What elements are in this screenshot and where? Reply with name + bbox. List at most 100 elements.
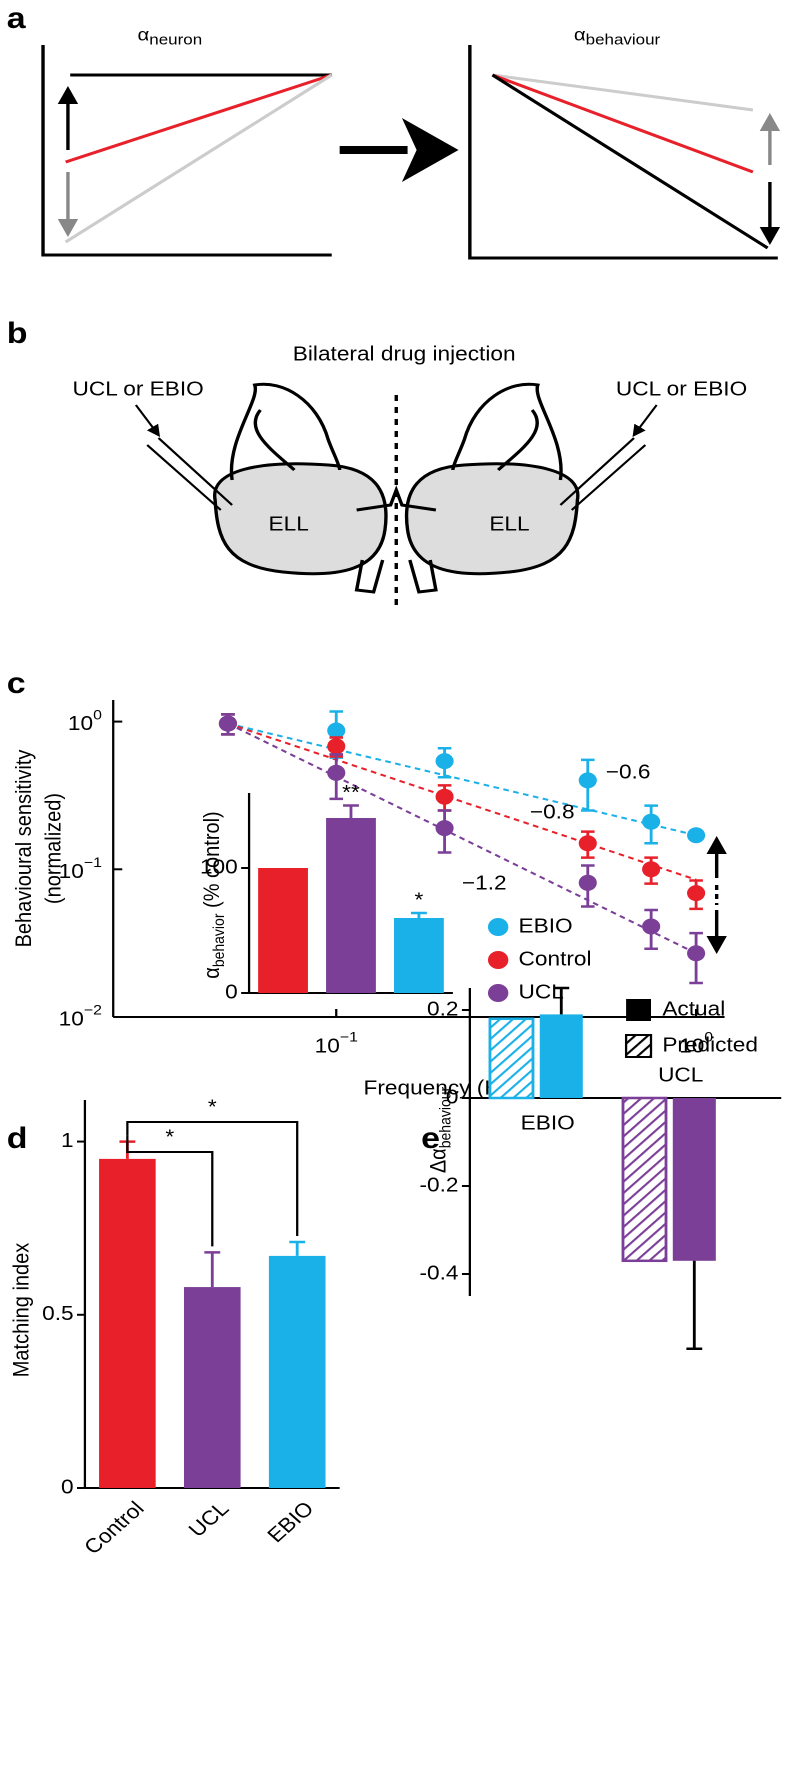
point (327, 722, 346, 739)
bar (99, 1158, 156, 1488)
point (687, 885, 706, 902)
point (578, 874, 597, 891)
line (491, 73, 754, 174)
symbol: α (199, 967, 224, 979)
label: UCL or EBIO (616, 377, 747, 399)
symbol: α (137, 26, 149, 46)
significance-label: * (415, 888, 424, 910)
line (492, 73, 754, 112)
tick-exponent: 0 (93, 707, 102, 723)
error-bar (410, 911, 427, 918)
bar (621, 1096, 668, 1263)
legend-label: EBIO (519, 914, 573, 936)
arrow (632, 404, 658, 437)
arrow (134, 404, 161, 437)
error-bar (204, 1251, 221, 1288)
tick-base: 10 (68, 712, 93, 734)
fit-label: −1.2 (462, 871, 507, 893)
legend-label: UCL (519, 980, 564, 1002)
bar (258, 868, 308, 993)
point (327, 764, 346, 781)
legend-swatch (624, 1034, 653, 1058)
panel-label: b (7, 316, 28, 350)
panel-b (134, 382, 658, 610)
tick-exponent: −1 (340, 1030, 358, 1046)
significance-label: ** (342, 781, 360, 803)
bar (326, 818, 376, 993)
point (435, 788, 454, 805)
x-tick-label: Control (79, 1497, 149, 1558)
point (327, 738, 346, 755)
tick-label: 10−2 (59, 1003, 102, 1030)
error-bar (289, 1240, 306, 1256)
ell-right (404, 462, 580, 576)
point (578, 772, 597, 789)
y-tick-label: 0 (61, 1475, 74, 1497)
point (578, 835, 597, 852)
bar (268, 1255, 326, 1488)
point (642, 861, 661, 878)
y-axis-label: Behavioural sensitivity (11, 749, 36, 947)
y-tick-label: 1 (61, 1129, 74, 1151)
subscript: behavior (210, 913, 228, 967)
error-bar (686, 1260, 703, 1351)
tick-base: 10 (679, 1034, 704, 1056)
line (64, 73, 333, 244)
tick-label: 100 (679, 1030, 713, 1057)
tick-label: 10−1 (59, 855, 102, 882)
panel-title: αneuron (137, 26, 202, 49)
midline-outline (354, 485, 438, 594)
subscript: behaviour (586, 32, 661, 49)
panel-title: αbehaviour (574, 26, 661, 49)
point (642, 813, 661, 830)
line (491, 73, 769, 250)
fit-label: −0.8 (530, 800, 575, 822)
x-tick-label: EBIO (263, 1497, 319, 1547)
tick-base: 10 (59, 1007, 84, 1029)
significance-label: * (165, 1125, 174, 1147)
ell-left (213, 462, 388, 576)
bar (183, 1287, 241, 1488)
y-tick-label: -0.2 (420, 1173, 459, 1195)
panel-a (41, 45, 781, 260)
category-label: EBIO (521, 1111, 575, 1133)
fit-line (227, 722, 697, 881)
point (435, 753, 454, 770)
legend-swatch (626, 999, 652, 1021)
y-axis-label: Matching index (8, 1242, 33, 1377)
legend-label: Actual (662, 997, 725, 1019)
legend-marker (487, 984, 509, 1002)
legend-label: Control (519, 947, 592, 969)
category-label: UCL (658, 1063, 703, 1085)
y-tick-label: 0.5 (42, 1302, 73, 1324)
pipette (559, 437, 647, 511)
point (687, 827, 706, 844)
label: UCL or EBIO (72, 377, 203, 399)
symbol: α (574, 26, 586, 46)
y-tick-label: 0.2 (427, 997, 458, 1019)
cerebellum-outline (229, 382, 342, 481)
pipette (146, 437, 233, 511)
axis-label: Δαbehaviour (425, 1087, 454, 1173)
axis-label: αbehavior (% control) (199, 811, 228, 978)
panel-label: d (7, 1121, 28, 1155)
significance-bracket (126, 1121, 299, 1237)
legend-marker (487, 951, 509, 969)
tick-label: 100 (68, 707, 102, 734)
error-bar (343, 804, 359, 818)
panel-label: e (421, 1121, 440, 1155)
y-tick-label: 100 (200, 855, 238, 877)
significance-bracket (126, 1135, 214, 1247)
panel-label: c (7, 666, 26, 700)
legend-marker (487, 918, 509, 936)
cerebellum-outline (451, 382, 563, 481)
y-axis-label: (normalized) (40, 793, 65, 904)
tick-base: 10 (59, 860, 84, 882)
line (65, 73, 333, 164)
tick-exponent: −1 (84, 855, 102, 871)
fit-line (227, 722, 697, 955)
tick-base: 10 (315, 1034, 340, 1056)
rest: (% control) (199, 811, 224, 913)
x-tick-label: UCL (184, 1497, 234, 1541)
point (435, 820, 454, 837)
